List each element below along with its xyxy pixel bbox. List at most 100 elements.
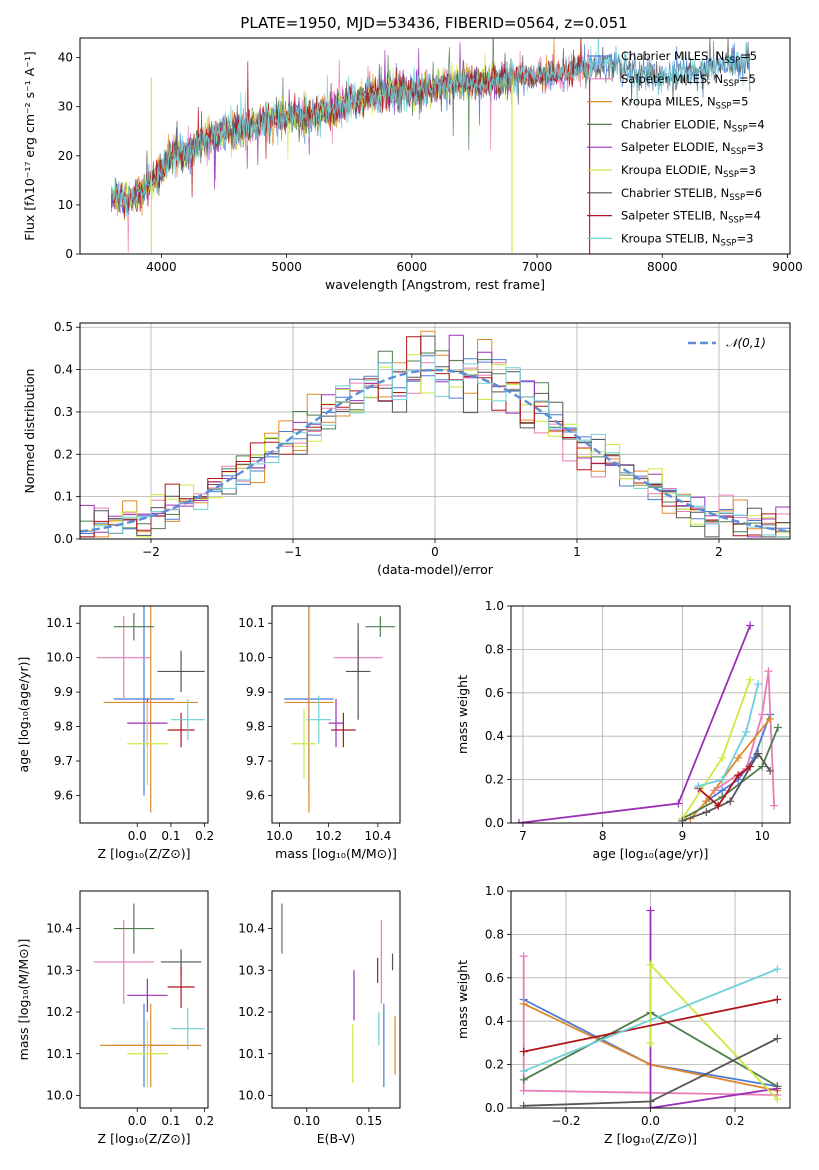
weight-marker-salpeter-miles	[764, 667, 773, 676]
weight-marker-chabrier-elodie	[758, 762, 767, 771]
spectrum-legend: Chabrier MILES, NSSP=5 Salpeter MILES, NS…	[587, 49, 765, 248]
legend-nssp: =6	[745, 186, 762, 200]
legend-subscript: SSP	[721, 238, 737, 248]
legend-label-chabrier-elodie: Chabrier ELODIE, NSSP=4	[621, 117, 765, 134]
x-tick-label: 0	[431, 545, 439, 559]
spectrum-panel: 4000 5000 6000 7000 8000 9000 0 10 20 30 40 wavelen…	[22, 37, 803, 292]
errorbar-group	[284, 606, 396, 813]
y-tick-label: 0.6	[485, 686, 504, 700]
x-tick-label: 6000	[397, 260, 428, 274]
axes-frame	[79, 890, 209, 1109]
x-axis-label: age [log₁₀(age/yr)]	[593, 846, 709, 861]
y-tick-label: 0.3	[54, 405, 73, 419]
x-tick-label: 0.2	[725, 1114, 744, 1128]
legend-label-salpeter-stelib: Salpeter STELIB, NSSP=4	[621, 209, 761, 226]
y-tick-label: 0.0	[485, 1101, 504, 1115]
y-tick-label: 0.4	[485, 1014, 504, 1028]
spectrum-line-salpeter-stelib	[110, 38, 590, 219]
weight-line-kroupa-stelib	[523, 968, 778, 1072]
y-tick-label: 10.0	[238, 1088, 265, 1102]
weight-marker-chabrier-elodie	[774, 723, 783, 732]
y-tick-label: 9.8	[54, 720, 73, 734]
weight-marker-kroupa-elodie	[718, 753, 727, 762]
legend-nssp: =5	[731, 95, 748, 109]
legend-label-chabrier-stelib: Chabrier STELIB, NSSP=6	[621, 186, 762, 203]
y-tick-label: 0.8	[485, 642, 504, 656]
errorbar-group	[281, 903, 396, 1088]
y-tick-label: 0.2	[54, 447, 73, 461]
weight-marker-chabrier-stelib	[646, 1097, 655, 1106]
y-tick-label: 1.0	[485, 599, 504, 613]
x-tick-label: 10	[754, 829, 769, 843]
legend-nssp: =4	[744, 209, 761, 223]
y-tick-label: 9.9	[246, 685, 265, 699]
y-axis-label: Flux [fλ10⁻¹⁷ erg cm⁻² s⁻¹ A⁻¹]	[22, 51, 37, 240]
x-tick-label: 0.1	[161, 829, 180, 843]
legend-nssp: =3	[736, 231, 753, 245]
legend-label-salpeter-miles: Salpeter MILES, NSSP=5	[621, 72, 756, 89]
y-tick-label: 9.6	[54, 788, 73, 802]
axes-frame	[510, 605, 791, 824]
weight-marker-kroupa-stelib	[742, 727, 751, 736]
weight-marker-kroupa-elodie	[646, 960, 655, 969]
y-tick-label: 30	[58, 100, 73, 114]
weight-line-kroupa-elodie	[649, 962, 778, 1100]
legend-subscript: SSP	[731, 147, 747, 157]
x-tick-label: 0.0	[128, 1114, 147, 1128]
y-tick-label: 10.1	[238, 616, 265, 630]
y-tick-label: 10.0	[238, 651, 265, 665]
weight-marker-chabrier-stelib	[754, 749, 763, 758]
weight-marker-kroupa-elodie	[646, 1038, 655, 1047]
x-tick-label: 5000	[271, 260, 302, 274]
weight-marker-salpeter-miles	[519, 952, 528, 961]
spectrum-line-kroupa-stelib	[110, 38, 751, 217]
x-tick-label: 10.0	[266, 829, 293, 843]
legend-label-salpeter-elodie: Salpeter ELODIE, NSSP=3	[621, 140, 764, 157]
weight-lines	[514, 621, 783, 823]
y-tick-label: 0.4	[54, 363, 73, 377]
x-tick-label: 0.0	[641, 1114, 660, 1128]
weight-marker-kroupa-stelib	[754, 680, 763, 689]
y-tick-label: 10.4	[46, 922, 73, 936]
legend-label-chabrier-miles: Chabrier MILES, NSSP=5	[621, 49, 757, 66]
y-tick-label: 1.0	[485, 884, 504, 898]
x-tick-label: −2	[142, 545, 160, 559]
x-tick-label: −0.2	[551, 1114, 580, 1128]
legend-nssp: =5	[739, 72, 756, 86]
mass-vs-metallicity-panel: 0.0 0.1 0.2 10.0 10.1 10.2 10.3 10.4 Z [log₁₀(Z/…	[16, 890, 214, 1146]
x-axis-label: (data-model)/error	[377, 562, 494, 577]
y-tick-label: 0.0	[485, 816, 504, 830]
weight-marker-chabrier-stelib	[766, 766, 775, 775]
y-axis-label: mass weight	[455, 960, 470, 1039]
weight-line-salpeter-elodie	[518, 625, 751, 823]
x-tick-label: 0.0	[128, 829, 147, 843]
x-tick-label: 0.15	[356, 1114, 383, 1128]
y-tick-label: 9.6	[246, 788, 265, 802]
y-tick-label: 10.1	[238, 1047, 265, 1061]
errorbar-group	[93, 903, 205, 1088]
legend-gaussian-label: 𝒩(0,1)	[726, 336, 766, 350]
age-vs-metallicity-panel: 0.0 0.1 0.2 9.6 9.7 9.8 9.9 10.0 10.1 Z [log₁₀(Z/…	[16, 605, 214, 861]
x-axis-label: Z [log₁₀(Z/Z⊙)]	[98, 1131, 191, 1146]
mass-weight-vs-metallicity-panel: −0.2 0.0 0.2 0.0 0.2 0.4 0.6 0.8 1.0 Z [log₁₀(Z/Z…	[455, 884, 791, 1146]
figure-title: PLATE=1950, MJD=53436, FIBERID=0564, z=0…	[240, 14, 627, 32]
histogram-group	[80, 330, 790, 538]
legend-subscript: SSP	[728, 216, 744, 226]
weight-line-kroupa-stelib	[698, 683, 759, 787]
y-tick-label: 0.8	[485, 927, 504, 941]
y-tick-label: 20	[58, 149, 73, 163]
weight-marker-salpeter-elodie	[674, 799, 683, 808]
weight-marker-chabrier-stelib	[726, 797, 735, 806]
x-axis-label: mass [log₁₀(M/M⊙)]	[275, 846, 397, 861]
weight-marker-kroupa-miles	[702, 797, 711, 806]
weight-marker-chabrier-stelib	[519, 1101, 528, 1108]
weight-marker-kroupa-elodie	[746, 675, 755, 684]
legend-label-kroupa-elodie: Kroupa ELODIE, NSSP=3	[621, 163, 756, 180]
y-tick-label: 9.7	[54, 754, 73, 768]
x-axis-label: Z [log₁₀(Z/Z⊙)]	[604, 1131, 697, 1146]
x-tick-label: 9000	[772, 260, 803, 274]
weight-marker-salpeter-stelib	[773, 995, 782, 1004]
y-tick-label: 0.5	[54, 320, 73, 334]
x-tick-label: 9	[679, 829, 687, 843]
weight-line-salpeter-stelib	[697, 765, 751, 807]
